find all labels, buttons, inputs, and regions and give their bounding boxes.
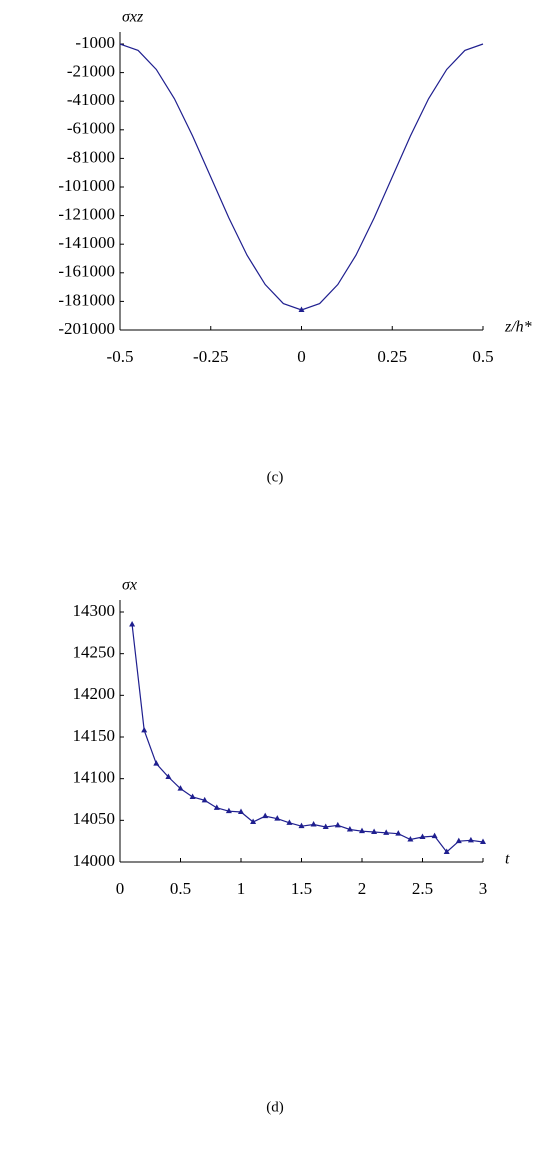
x-tick-label: -0.25 <box>193 347 228 366</box>
y-tick-label: -201000 <box>58 319 115 338</box>
line <box>131 624 484 853</box>
x-tick-label: 0 <box>116 879 125 898</box>
marker <box>141 726 148 733</box>
x-tick-label: 2.5 <box>412 879 433 898</box>
marker <box>238 808 244 814</box>
marker <box>467 836 474 843</box>
marker <box>165 773 172 779</box>
marker <box>298 822 305 829</box>
x-tick-label: 0.5 <box>170 879 191 898</box>
marker <box>359 827 365 834</box>
y-tick-label: 14000 <box>73 851 116 870</box>
y-tick-label: -61000 <box>67 119 115 138</box>
x-tick-label: 0.5 <box>472 347 493 366</box>
y-tick-label: -181000 <box>58 290 115 309</box>
marker <box>262 812 269 819</box>
marker <box>177 785 184 791</box>
marker <box>225 807 232 814</box>
y-tick-label: -121000 <box>58 205 115 224</box>
marker <box>346 826 353 832</box>
marker <box>250 818 257 824</box>
y-tick-label: 14150 <box>73 726 116 745</box>
marker <box>298 306 305 312</box>
marker <box>274 815 281 821</box>
y-axis-title: σxz <box>122 9 144 26</box>
y-tick-label: 14300 <box>73 601 116 620</box>
y-tick-label: -141000 <box>58 233 115 252</box>
marker <box>189 793 196 799</box>
marker <box>443 848 450 854</box>
marker <box>431 832 438 839</box>
x-tick-label: 3 <box>479 879 488 898</box>
y-tick-label: 14050 <box>73 809 116 828</box>
x-tick-label: 0.25 <box>377 347 407 366</box>
y-tick-label: -41000 <box>67 90 115 109</box>
marker <box>201 796 208 803</box>
x-tick-label: 1.5 <box>291 879 312 898</box>
marker <box>322 823 329 829</box>
y-tick-label: 14200 <box>73 684 116 703</box>
marker <box>407 836 414 842</box>
marker <box>419 833 426 839</box>
y-axis-title: σx <box>122 577 137 594</box>
caption: (d) <box>266 1099 284 1115</box>
marker <box>213 804 220 810</box>
y-tick-label: -161000 <box>58 262 115 281</box>
x-axis-title: z/h* <box>504 319 532 336</box>
marker <box>383 829 390 835</box>
y-tick-label: -81000 <box>67 147 115 166</box>
x-tick-label: 2 <box>358 879 367 898</box>
line <box>119 43 484 311</box>
marker <box>395 830 402 836</box>
x-axis-title: t <box>505 851 510 868</box>
marker <box>480 838 486 844</box>
y-tick-label: -101000 <box>58 176 115 195</box>
marker <box>153 760 160 766</box>
y-tick-label: 14250 <box>73 643 116 662</box>
marker <box>455 837 462 844</box>
x-tick-label: -0.5 <box>107 347 134 366</box>
y-tick-label: -21000 <box>67 62 115 81</box>
caption: (c) <box>267 469 284 485</box>
marker <box>334 821 341 828</box>
y-tick-label: 14100 <box>73 768 116 787</box>
marker <box>129 621 136 627</box>
x-tick-label: 0 <box>297 347 306 366</box>
marker <box>286 819 293 825</box>
marker <box>310 821 317 827</box>
x-tick-label: 1 <box>237 879 246 898</box>
y-tick-label: -1000 <box>75 33 115 52</box>
marker <box>371 828 378 834</box>
